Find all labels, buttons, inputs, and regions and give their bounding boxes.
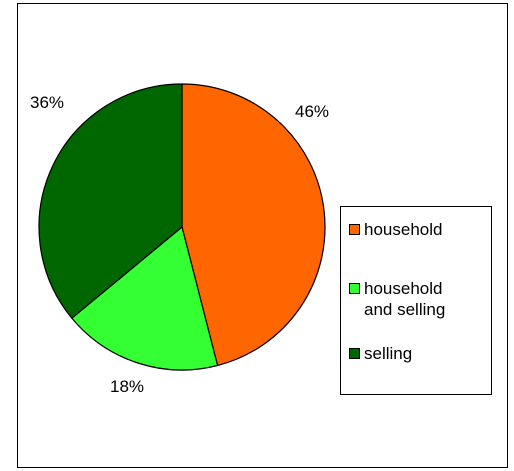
data-label-selling: 36%	[30, 93, 64, 112]
legend-swatch-household-and-selling	[349, 283, 360, 294]
legend-label-household: household	[364, 220, 443, 239]
legend-label-selling: selling	[364, 344, 413, 363]
legend-swatch-household	[349, 224, 360, 235]
pie-slices	[38, 83, 326, 371]
slice-household-and-selling	[70, 225, 219, 371]
data-label-household-and-selling: 18%	[110, 377, 144, 396]
legend-item-selling: selling	[349, 343, 412, 364]
slice-selling	[38, 83, 183, 319]
slice-household	[181, 83, 326, 367]
data-label-household: 46%	[295, 102, 329, 121]
legend-label-household-and-selling: household and selling	[364, 279, 446, 319]
legend-item-household-and-selling: household and selling	[349, 278, 445, 320]
legend: household household and selling selling	[340, 206, 492, 395]
legend-item-household: household	[349, 219, 442, 240]
legend-swatch-selling	[349, 348, 360, 359]
